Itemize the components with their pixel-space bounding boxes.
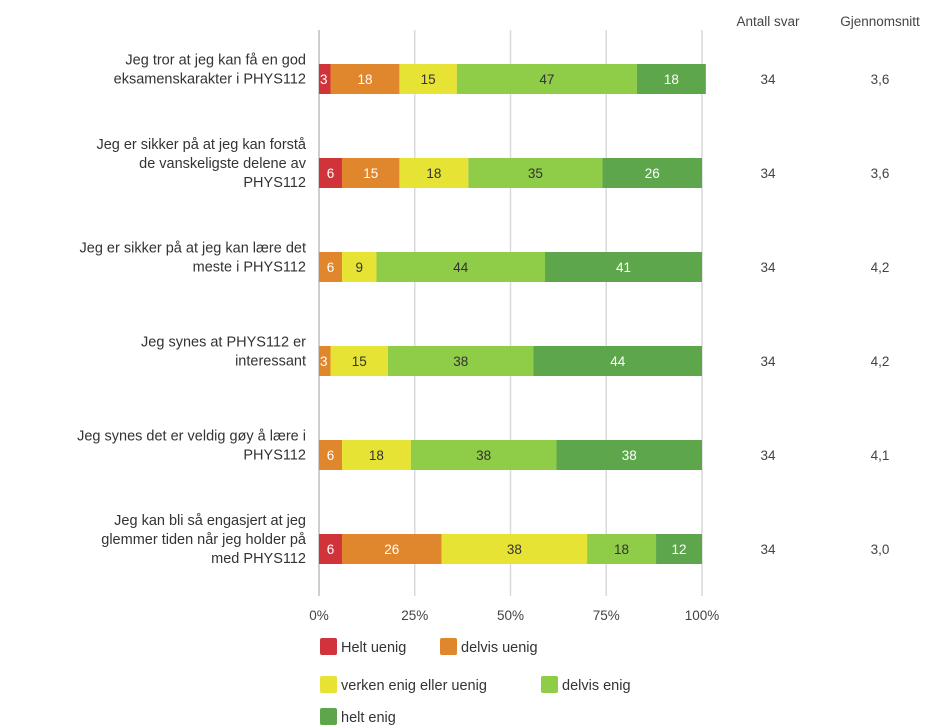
bar-segment: [387, 346, 534, 376]
bar-segment: [636, 64, 706, 94]
data-label: 3: [320, 72, 328, 87]
antall-svar-value: 34: [760, 542, 776, 557]
data-label: 15: [421, 72, 436, 87]
data-label: 41: [616, 260, 631, 275]
bar-segment: [441, 534, 588, 564]
bar-segment: [319, 64, 331, 94]
legend-label: Helt uenig: [341, 640, 406, 656]
bar-segment: [533, 346, 702, 376]
legend-label: helt enig: [341, 710, 396, 726]
x-tick-label: 0%: [309, 608, 329, 623]
bar-segment: [399, 158, 469, 188]
category-label: Jeg er sikker på at jeg kan lære det: [80, 241, 306, 257]
gjennomsnitt-value: 3,6: [871, 72, 890, 87]
data-label: 15: [363, 166, 378, 181]
bar-segment: [319, 158, 342, 188]
legend-swatch: [440, 638, 457, 655]
legend-label: delvis enig: [562, 678, 631, 694]
data-label: 6: [327, 166, 335, 181]
data-label: 47: [539, 72, 554, 87]
data-label: 26: [384, 542, 399, 557]
bar-segment: [587, 534, 657, 564]
gjennomsnitt-value: 4,2: [871, 354, 890, 369]
bar-segment: [330, 346, 388, 376]
data-label: 9: [355, 260, 363, 275]
category-label: interessant: [235, 354, 306, 370]
data-label: 18: [426, 166, 441, 181]
column-header: Antall svar: [736, 14, 800, 29]
gjennomsnitt-value: 4,2: [871, 260, 890, 275]
data-label: 18: [369, 448, 384, 463]
bar-segment: [330, 64, 400, 94]
x-tick-label: 25%: [401, 608, 428, 623]
category-label: eksamenskarakter i PHYS112: [114, 72, 306, 88]
bar-segment: [399, 64, 457, 94]
bar-segment: [341, 158, 400, 188]
antall-svar-value: 34: [760, 166, 776, 181]
column-header: Gjennomsnitt: [840, 14, 920, 29]
data-label: 12: [672, 542, 687, 557]
legend-swatch: [320, 676, 337, 693]
x-tick-label: 100%: [685, 608, 720, 623]
antall-svar-value: 34: [760, 72, 776, 87]
category-label: PHYS112: [243, 175, 306, 191]
x-tick-label: 50%: [497, 608, 524, 623]
data-label: 6: [327, 448, 335, 463]
bar-segment: [602, 158, 702, 188]
bar-segment: [468, 158, 603, 188]
data-label: 3: [320, 354, 328, 369]
data-label: 44: [453, 260, 469, 275]
legend-label: verken enig eller uenig: [341, 678, 487, 694]
bar-segment: [341, 534, 442, 564]
data-label: 6: [327, 542, 335, 557]
category-label: glemmer tiden når jeg holder på: [101, 532, 307, 548]
legend-label: delvis uenig: [461, 640, 538, 656]
category-label: Jeg tror at jeg kan få en god: [125, 53, 306, 69]
legend-swatch: [320, 708, 337, 725]
category-label: de vanskeligste delene av: [139, 156, 307, 172]
bar-segment: [376, 252, 545, 282]
gjennomsnitt-value: 3,0: [871, 542, 890, 557]
data-label: 35: [528, 166, 543, 181]
bar-segment: [410, 440, 557, 470]
category-label: med PHYS112: [211, 551, 306, 567]
data-label: 38: [476, 448, 491, 463]
category-label: PHYS112: [243, 448, 306, 464]
category-label: Jeg synes at PHYS112 er: [141, 335, 306, 351]
data-label: 44: [610, 354, 626, 369]
category-label: meste i PHYS112: [193, 260, 306, 276]
bar-segment: [556, 440, 702, 470]
bar-segment: [341, 252, 377, 282]
bar-segment: [341, 440, 411, 470]
data-label: 38: [453, 354, 468, 369]
bar-segment: [656, 534, 702, 564]
data-label: 18: [664, 72, 679, 87]
category-label: Jeg er sikker på at jeg kan forstå: [96, 137, 306, 153]
antall-svar-value: 34: [760, 260, 776, 275]
antall-svar-value: 34: [760, 354, 776, 369]
antall-svar-value: 34: [760, 448, 776, 463]
legend-swatch: [541, 676, 558, 693]
data-label: 26: [645, 166, 660, 181]
bar-segment: [319, 252, 342, 282]
data-label: 38: [507, 542, 522, 557]
bar-segment: [456, 64, 637, 94]
gjennomsnitt-value: 4,1: [871, 448, 890, 463]
data-label: 38: [622, 448, 637, 463]
x-tick-label: 75%: [593, 608, 620, 623]
bar-segment: [319, 440, 342, 470]
data-label: 18: [614, 542, 629, 557]
category-label: Jeg kan bli så engasjert at jeg: [114, 513, 306, 529]
gjennomsnitt-value: 3,6: [871, 166, 890, 181]
bar-segment: [544, 252, 702, 282]
data-label: 15: [352, 354, 367, 369]
bar-segment: [319, 346, 331, 376]
legend-swatch: [320, 638, 337, 655]
bar-segment: [319, 534, 342, 564]
category-label: Jeg synes det er veldig gøy å lære i: [77, 429, 306, 445]
data-label: 6: [327, 260, 335, 275]
data-label: 18: [357, 72, 372, 87]
